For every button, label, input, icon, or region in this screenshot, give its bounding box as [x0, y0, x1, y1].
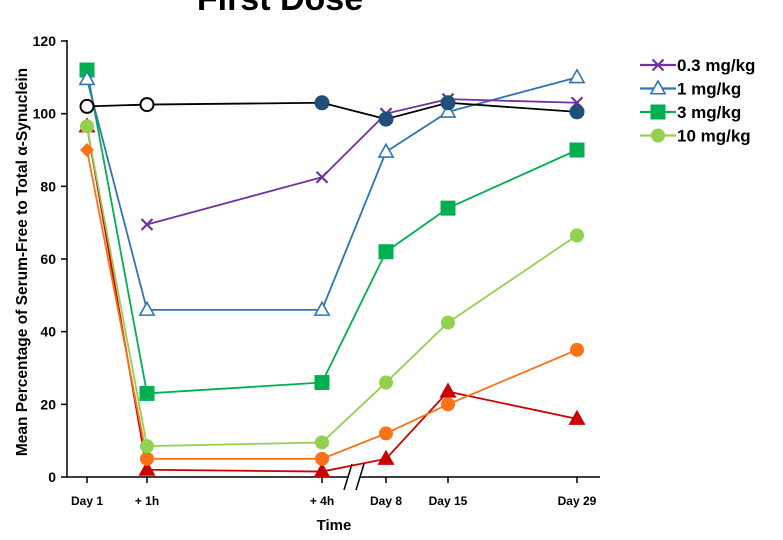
legend-label: 0.3 mg/kg — [677, 56, 755, 75]
data-point — [379, 375, 393, 390]
data-point — [441, 397, 455, 412]
data-point — [439, 102, 457, 118]
data-point — [139, 97, 155, 113]
data-point — [80, 119, 94, 134]
legend-marker — [651, 58, 665, 72]
data-point — [568, 409, 586, 425]
series-line — [86, 149, 578, 460]
data-point — [140, 218, 154, 231]
series-line — [146, 98, 578, 226]
data-point — [313, 300, 331, 316]
y-tick-label: 60 — [40, 251, 56, 267]
data-point — [313, 462, 331, 478]
legend-marker — [651, 128, 665, 143]
y-tick-label: 0 — [48, 469, 56, 485]
data-point — [315, 451, 329, 466]
y-tick-label: 100 — [33, 106, 57, 122]
data-point — [569, 104, 585, 120]
series-1 — [146, 98, 578, 226]
marker-stroke — [140, 218, 154, 231]
data-point — [314, 95, 330, 111]
series-5 — [86, 149, 578, 460]
data-point — [568, 68, 586, 84]
data-point — [315, 170, 329, 184]
data-point — [79, 98, 95, 114]
legend-label: 10 mg/kg — [677, 127, 751, 146]
series-line — [86, 101, 578, 121]
x-tick-label: + 4h — [310, 494, 334, 508]
axis-break-mark — [343, 463, 353, 491]
series-2 — [86, 76, 578, 311]
data-point — [314, 375, 330, 391]
x-tick-label: Day 15 — [429, 494, 468, 508]
series-3 — [86, 69, 578, 395]
series-line — [86, 76, 578, 311]
marker-stroke — [315, 170, 329, 184]
series-line — [86, 69, 578, 395]
data-point — [570, 342, 584, 357]
data-point — [315, 435, 329, 450]
data-point — [377, 449, 395, 465]
legend-item: 0.3 mg/kg — [640, 56, 755, 75]
legend-item: 1 mg/kg — [640, 79, 741, 99]
data-point — [138, 300, 156, 316]
legend-marker — [649, 79, 667, 95]
series-layer — [78, 62, 586, 478]
data-point — [440, 200, 456, 216]
legend-label: 3 mg/kg — [677, 103, 741, 122]
y-tick-label: 40 — [40, 324, 56, 340]
data-point — [377, 142, 395, 158]
series-line — [86, 126, 578, 473]
y-tick-label: 120 — [33, 33, 57, 49]
x-tick-label: Day 29 — [558, 494, 597, 508]
data-point — [378, 111, 394, 127]
x-tick-label: Day 8 — [370, 494, 402, 508]
y-tick-label: 80 — [40, 178, 56, 194]
x-axis-label: Time — [317, 517, 352, 534]
data-point — [440, 95, 456, 111]
data-point — [441, 315, 455, 330]
series-0 — [86, 101, 578, 121]
y-tick-label: 20 — [40, 396, 56, 412]
x-tick-label: Day 1 — [71, 494, 103, 508]
y-axis-label: Mean Percentage of Serum-Free to Total α… — [14, 68, 31, 456]
legend-item: 3 mg/kg — [640, 103, 741, 122]
marker-stroke — [651, 58, 665, 72]
data-point — [569, 142, 585, 158]
data-point — [138, 460, 156, 476]
legend: 0.3 mg/kg 1 mg/kg 3 mg/kg 10 mg/kg — [640, 56, 755, 146]
legend-label: 1 mg/kg — [677, 80, 741, 99]
data-point — [80, 143, 94, 157]
series-6 — [86, 126, 578, 473]
series-line — [86, 126, 578, 448]
data-point — [139, 385, 155, 401]
legend-item: 10 mg/kg — [640, 127, 751, 146]
series-4 — [86, 126, 578, 448]
data-point — [439, 382, 457, 398]
data-point — [570, 228, 584, 243]
chart-title: First Dose — [197, 0, 363, 18]
x-tick-label: + 1h — [135, 494, 159, 508]
data-point — [140, 439, 154, 454]
data-point — [378, 244, 394, 260]
data-point — [78, 70, 96, 86]
axes: 0 20 40 60 80 100 120 Day 1 + 1h + 4h Day 8 Day 15 D… — [33, 33, 600, 508]
axis-break-mark — [355, 463, 365, 491]
data-point — [140, 451, 154, 466]
data-point — [379, 426, 393, 441]
legend-marker — [650, 104, 666, 120]
